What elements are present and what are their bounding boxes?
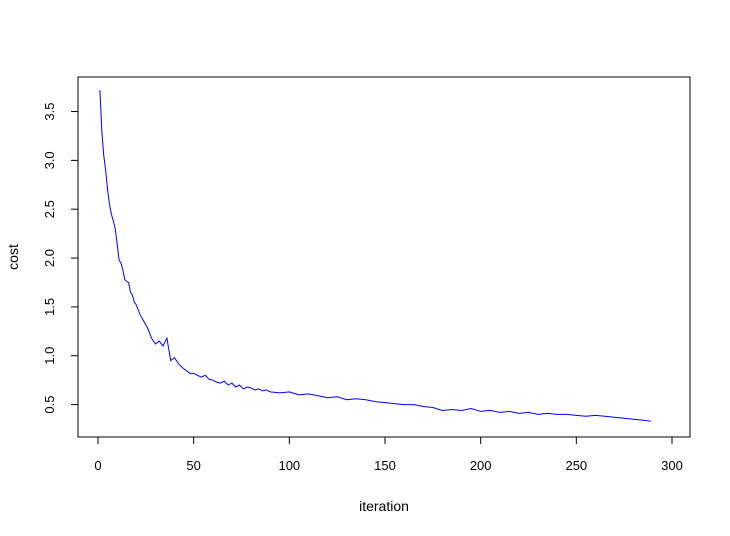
y-tick-label: 3.5 <box>42 102 57 120</box>
cost-series-line <box>99 90 652 422</box>
x-tick-label: 0 <box>94 458 101 473</box>
y-tick-label: 2.0 <box>42 249 57 267</box>
y-tick-label: 2.5 <box>42 200 57 218</box>
y-tick-label: 1.5 <box>42 298 57 316</box>
x-tick-label: 300 <box>661 458 683 473</box>
y-axis: 0.5 1.0 1.5 2.0 2.5 3.0 3.5 <box>42 102 79 414</box>
x-axis: 0 50 100 150 200 250 300 <box>94 436 683 473</box>
plot-box <box>77 76 691 438</box>
y-tick-label: 3.0 <box>42 151 57 169</box>
x-tick-label: 250 <box>565 458 587 473</box>
x-axis-title: iteration <box>359 498 409 514</box>
x-tick-label: 100 <box>278 458 300 473</box>
y-tick-label: 1.0 <box>42 347 57 365</box>
x-tick-label: 50 <box>186 458 200 473</box>
y-axis-title: cost <box>5 244 21 270</box>
y-tick-label: 0.5 <box>42 396 57 414</box>
x-tick-label: 200 <box>470 458 492 473</box>
x-tick-label: 150 <box>374 458 396 473</box>
